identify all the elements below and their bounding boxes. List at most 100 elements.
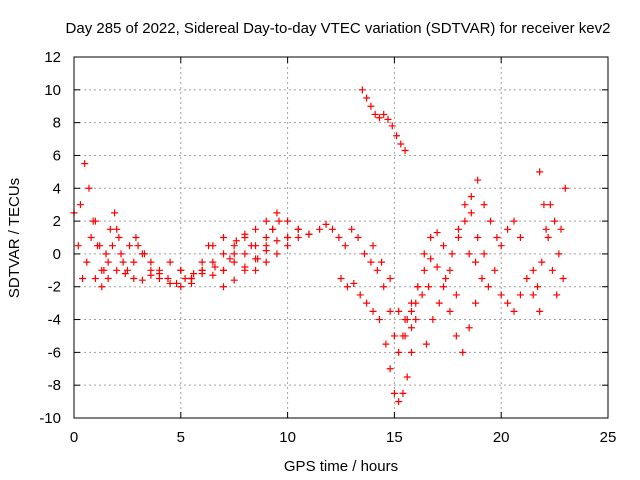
y-tick-label: 4 xyxy=(53,180,61,197)
data-point xyxy=(422,340,430,348)
data-point xyxy=(93,242,101,250)
data-point xyxy=(491,266,499,274)
series-sat-i xyxy=(369,229,460,340)
data-point xyxy=(388,122,396,130)
data-point xyxy=(384,115,392,123)
data-point xyxy=(420,266,428,274)
x-tick-label: 0 xyxy=(70,429,78,446)
series-sat-o xyxy=(536,168,569,299)
data-point xyxy=(425,283,433,291)
data-point xyxy=(382,340,390,348)
data-point xyxy=(407,307,415,315)
series-sat-m xyxy=(465,217,524,291)
data-point xyxy=(284,234,292,241)
data-point xyxy=(510,307,518,315)
data-point xyxy=(209,271,217,279)
data-point xyxy=(177,283,185,291)
data-point xyxy=(252,255,260,263)
data-point xyxy=(262,247,270,255)
data-point xyxy=(446,307,454,315)
data-point xyxy=(350,279,358,287)
chart-title: Day 285 of 2022, Sidereal Day-to-day VTE… xyxy=(66,20,611,37)
series-sat-j xyxy=(401,255,480,356)
data-point xyxy=(395,398,403,406)
data-point xyxy=(181,275,189,283)
data-point xyxy=(273,237,281,245)
data-point xyxy=(134,242,142,250)
series-sat-e xyxy=(220,225,313,291)
data-point xyxy=(147,258,155,266)
data-point xyxy=(115,234,123,241)
data-point xyxy=(375,114,383,122)
x-tick-label: 5 xyxy=(177,429,185,446)
data-point xyxy=(516,291,524,299)
data-point xyxy=(540,201,548,209)
data-point xyxy=(230,276,238,284)
data-point xyxy=(305,230,313,238)
data-point xyxy=(138,250,146,258)
data-point xyxy=(484,283,492,291)
data-point xyxy=(557,225,565,233)
data-point xyxy=(147,271,155,279)
plot-frame xyxy=(73,56,609,419)
data-point xyxy=(367,258,375,266)
data-point xyxy=(459,348,467,356)
data-point xyxy=(232,237,240,245)
data-point xyxy=(529,266,537,274)
series-sat-g xyxy=(337,275,433,406)
data-point xyxy=(220,266,228,274)
data-point xyxy=(427,234,435,241)
data-point xyxy=(85,184,93,192)
data-point xyxy=(380,283,388,291)
data-point xyxy=(538,258,546,266)
data-point xyxy=(164,275,172,283)
x-axis-label: GPS time / hours xyxy=(284,458,398,475)
data-point xyxy=(79,275,87,283)
data-point xyxy=(284,217,292,225)
data-point xyxy=(452,332,460,340)
data-point xyxy=(536,307,544,315)
data-point xyxy=(252,266,260,274)
data-point xyxy=(113,266,121,274)
data-point xyxy=(548,266,556,274)
data-point xyxy=(252,225,260,233)
data-point xyxy=(230,258,238,266)
y-tick-label: 2 xyxy=(53,213,61,230)
data-point xyxy=(247,242,255,250)
data-point xyxy=(76,201,84,209)
data-point xyxy=(275,217,283,225)
data-point xyxy=(401,332,409,340)
data-point xyxy=(442,275,450,283)
x-tick-label: 15 xyxy=(386,429,403,446)
data-point xyxy=(386,365,394,373)
x-tick-label: 20 xyxy=(493,429,510,446)
data-point xyxy=(354,234,362,241)
data-point xyxy=(546,201,554,209)
data-point xyxy=(390,389,398,397)
data-point xyxy=(273,209,281,217)
data-point xyxy=(465,250,473,258)
data-point xyxy=(401,147,409,155)
data-point xyxy=(433,263,441,271)
data-point xyxy=(132,234,140,241)
data-point xyxy=(472,258,480,266)
data-point xyxy=(440,283,448,291)
data-point xyxy=(108,242,116,250)
data-point xyxy=(452,291,460,299)
data-point xyxy=(516,234,524,241)
data-point xyxy=(412,316,420,324)
data-point xyxy=(198,258,206,266)
series-sat-b xyxy=(76,160,313,291)
data-point xyxy=(510,217,518,225)
data-point xyxy=(461,217,469,225)
data-point xyxy=(559,275,567,283)
data-point xyxy=(454,225,462,233)
data-point xyxy=(472,299,480,307)
x-tick-label: 10 xyxy=(279,429,296,446)
data-point xyxy=(467,209,475,217)
data-point xyxy=(369,307,377,315)
data-point xyxy=(337,275,345,283)
data-point xyxy=(322,220,330,228)
data-point xyxy=(358,86,366,94)
data-point xyxy=(369,242,377,250)
